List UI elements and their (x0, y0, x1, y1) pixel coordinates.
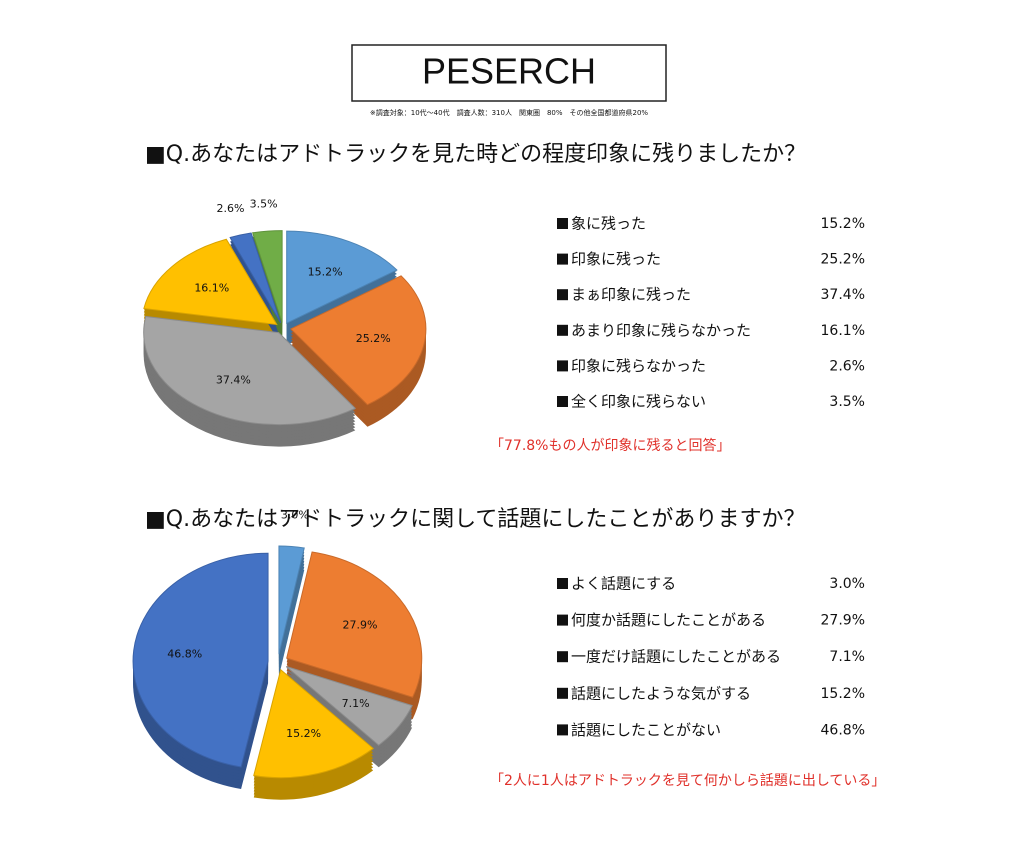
title-box (351, 44, 667, 102)
data-label: 7.1% (342, 697, 370, 710)
legend-marker (557, 396, 568, 407)
data-label: 16.1% (194, 282, 229, 295)
legend-value: 46.8% (821, 722, 865, 738)
annotation: 「2人に1人はアドトラックを見て何かしら話題に出している」 (490, 772, 885, 789)
slice (229, 232, 282, 324)
data-label: 2.6% (217, 202, 245, 215)
slice (253, 668, 374, 779)
legend-marker (557, 724, 568, 736)
data-label: 25.2% (356, 332, 391, 345)
legend-label: あまり印象に残らなかった (571, 321, 751, 339)
slice (290, 275, 427, 406)
legend-marker (557, 289, 568, 301)
legend-marker (557, 614, 568, 626)
legend-label: 象に残った (571, 215, 646, 233)
slice (286, 230, 398, 324)
legend-label: 話題にしたような気がする (571, 684, 751, 702)
slice (278, 545, 305, 655)
legend-marker (557, 324, 568, 336)
slice (143, 238, 278, 326)
data-label: 46.8% (167, 647, 202, 660)
legend-value: 27.9% (821, 613, 865, 629)
legend-marker (557, 687, 568, 699)
legend-label: 何度か話題にしたことがある (571, 611, 766, 629)
legend-value: 3.0% (829, 576, 865, 592)
legend-marker (557, 360, 568, 372)
legend-marker (557, 253, 568, 265)
legend-label: 一度だけ話題にしたことがある (571, 648, 781, 666)
survey-note: ※調査対象：10代〜40代 調査人数：310人 関東圏 80% その他全国都道府… (370, 108, 649, 117)
title: PESERCH (422, 51, 596, 92)
slice (252, 230, 283, 323)
slice (285, 665, 413, 746)
slice (286, 551, 423, 698)
data-label: 15.2% (308, 265, 343, 278)
legend-value: 16.1% (821, 323, 865, 339)
legend-label: よく話題にする (571, 575, 676, 593)
legend-value: 25.2% (821, 252, 865, 268)
slice (132, 552, 269, 768)
legend-value: 3.5% (829, 394, 865, 410)
legend-label: 印象に残った (571, 250, 661, 268)
legend-marker (557, 651, 568, 663)
legend-marker (557, 218, 568, 229)
data-label: 27.9% (342, 619, 377, 632)
data-label: 3.0% (281, 509, 309, 522)
legend-label: 印象に残らなかった (571, 357, 706, 375)
legend-label: 全く印象に残らない (571, 393, 706, 411)
question: ■Q.あなたはアドトラックに関して話題にしたことがありますか？ (145, 507, 805, 532)
legend-label: 話題にしたことがない (571, 721, 721, 739)
legend-marker (557, 578, 568, 589)
legend-value: 7.1% (829, 649, 865, 665)
annotation: 「77.8%もの人が印象に残ると回答」 (490, 437, 730, 454)
data-label: 15.2% (286, 727, 321, 740)
data-label: 3.5% (250, 197, 278, 210)
legend-value: 2.6% (829, 358, 865, 374)
question: ■Q.あなたはアドトラックを見た時どの程度印象に残りましたか？ (145, 142, 806, 167)
legend-value: 15.2% (821, 686, 865, 702)
data-label: 37.4% (216, 374, 251, 387)
slice (143, 315, 357, 426)
legend-label: まぁ印象に残った (571, 286, 691, 304)
legend-value: 15.2% (821, 216, 865, 232)
legend-value: 37.4% (821, 287, 865, 303)
